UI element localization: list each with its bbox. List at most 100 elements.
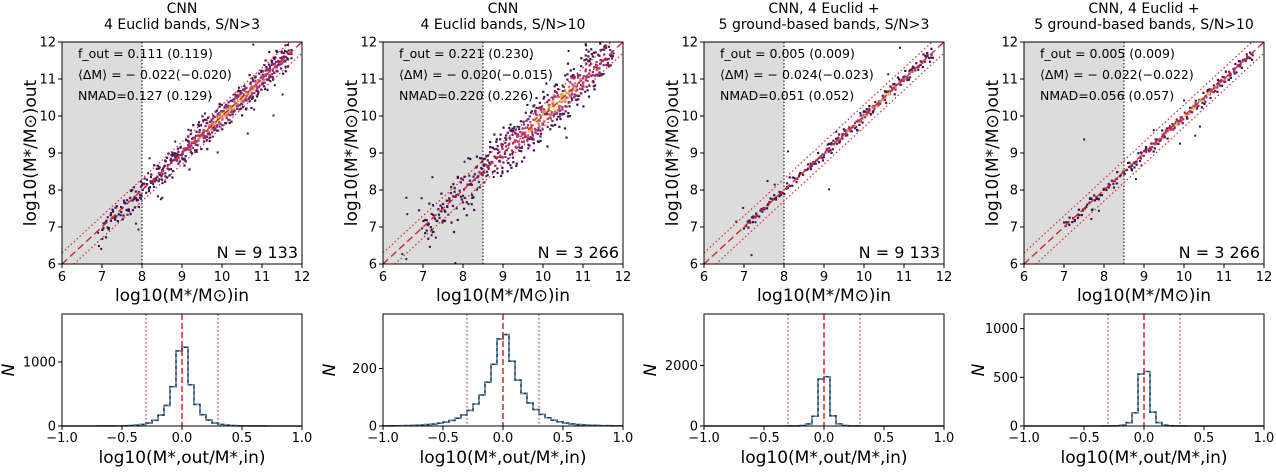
density-bin <box>561 93 564 96</box>
density-bin <box>107 228 110 231</box>
density-bin <box>189 151 192 154</box>
outlier-point <box>511 152 514 155</box>
density-bin <box>235 94 238 97</box>
density-bin <box>584 44 588 47</box>
hist-ylabel: N <box>969 363 989 376</box>
density-bin <box>133 206 136 209</box>
density-bin <box>539 132 543 135</box>
density-bin <box>479 157 482 160</box>
density-bin <box>505 134 508 137</box>
density-bin <box>795 180 798 184</box>
density-bin <box>514 145 517 148</box>
density-bin <box>494 164 497 167</box>
density-bin <box>553 112 556 115</box>
density-bin <box>542 113 545 116</box>
y-tick-label: 8 <box>369 184 377 199</box>
hist-x-tick-label: 0.0 <box>814 431 835 446</box>
density-bin <box>226 112 230 116</box>
density-bin <box>788 176 791 179</box>
density-bin <box>1192 106 1195 110</box>
density-bin <box>227 101 230 104</box>
density-bin <box>114 218 117 221</box>
density-bin <box>746 220 749 223</box>
density-bin <box>881 95 884 98</box>
density-bin <box>543 95 546 99</box>
density-bin <box>549 128 552 131</box>
density-bin <box>902 76 905 79</box>
density-bin <box>810 164 813 168</box>
density-bin <box>536 129 539 132</box>
outlier-point <box>1097 209 1100 212</box>
density-bin <box>607 57 610 61</box>
density-bin <box>230 99 233 102</box>
density-bin <box>1239 62 1242 65</box>
density-bin <box>1212 84 1216 87</box>
density-bin <box>526 136 529 140</box>
density-bin <box>496 148 500 152</box>
density-bin <box>171 151 174 154</box>
density-bin <box>607 45 610 48</box>
density-bin <box>212 120 215 124</box>
density-bin <box>249 81 252 84</box>
hist-x-tick-label: 0.0 <box>172 431 193 446</box>
density-bin <box>166 167 169 170</box>
density-bin <box>519 137 522 141</box>
density-bin <box>1233 72 1236 75</box>
outlier-point <box>434 236 437 239</box>
outlier-point <box>887 73 890 76</box>
density-bin <box>131 188 134 192</box>
outlier-point <box>1152 129 1155 132</box>
density-bin <box>903 78 907 81</box>
x-tick-label: 6 <box>379 270 387 285</box>
y-tick-label: 12 <box>39 36 56 51</box>
density-bin <box>783 192 786 196</box>
density-bin <box>482 163 485 166</box>
density-bin <box>1208 92 1211 95</box>
density-bin <box>1166 137 1169 140</box>
density-bin <box>147 190 151 193</box>
density-bin <box>435 219 438 222</box>
density-bin <box>229 107 232 110</box>
density-bin <box>485 154 488 157</box>
density-bin <box>893 82 896 86</box>
density-bin <box>576 88 579 92</box>
stats-line: ⟨ΔM⟩ = − 0.022(−0.020) <box>78 67 232 82</box>
density-bin <box>1229 73 1232 76</box>
hist-x-tick-label: −1.0 <box>1008 431 1040 446</box>
density-bin <box>1139 157 1143 160</box>
density-bin <box>606 57 609 61</box>
y-tick-label: 6 <box>690 258 698 273</box>
density-bin <box>213 115 216 119</box>
density-bin <box>156 164 160 167</box>
density-bin <box>124 202 127 205</box>
density-bin <box>765 207 769 210</box>
density-bin <box>868 112 871 115</box>
density-bin <box>261 82 265 85</box>
density-bin <box>517 134 520 137</box>
density-bin <box>172 152 175 156</box>
density-bin <box>212 122 215 126</box>
density-bin <box>129 213 132 216</box>
density-bin <box>515 162 518 165</box>
density-bin <box>163 180 167 183</box>
density-bin <box>1200 98 1203 101</box>
density-bin <box>592 65 596 69</box>
density-bin <box>221 128 224 131</box>
density-bin <box>742 227 746 230</box>
density-bin <box>109 219 113 222</box>
density-bin <box>908 76 911 79</box>
density-bin <box>607 64 610 67</box>
density-bin <box>149 175 152 179</box>
outlier-point <box>455 207 458 210</box>
density-bin <box>423 218 427 222</box>
density-bin <box>774 198 777 201</box>
density-bin <box>585 58 588 61</box>
density-bin <box>566 96 569 99</box>
outlier-point <box>252 43 255 46</box>
density-bin <box>233 93 236 96</box>
density-bin <box>121 218 124 221</box>
density-bin <box>264 73 267 76</box>
density-bin <box>546 109 549 112</box>
density-bin <box>152 185 156 188</box>
density-bin <box>445 199 448 202</box>
